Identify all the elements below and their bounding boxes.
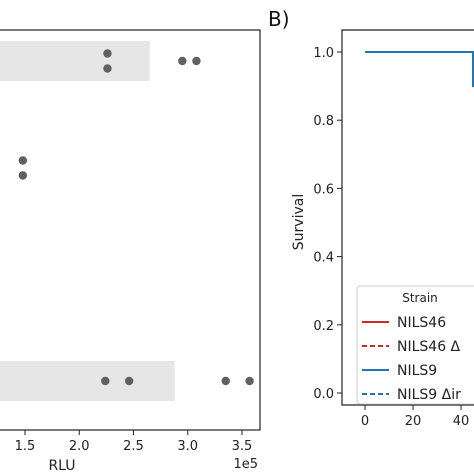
panel-b-y-tick-label: 0.0 [313, 387, 334, 402]
panel-b-x-tick-label: 0 [361, 414, 369, 429]
panel-b-y-tick-label: 0.6 [313, 182, 334, 197]
panel-a-box [0, 361, 175, 401]
panel-a-box [0, 41, 150, 81]
panel-a-x-tick-label: 3.5 [232, 439, 253, 454]
panel-a-point [245, 376, 254, 386]
panel-a-point [178, 56, 187, 66]
panel-a-point [103, 49, 112, 58]
legend-frame [356, 285, 474, 405]
panel-a-point [101, 376, 110, 386]
panel-a-x-ticks: 1.5 2.0 2.5 3.0 3.5 [15, 430, 253, 454]
panel-a-boxes [0, 41, 175, 401]
panel-a: 1.5 2.0 2.5 3.0 3.5 RLU 1e5 [0, 29, 261, 474]
panel-a-point [103, 64, 112, 73]
panel-b-y-tick-label: 0.2 [313, 319, 334, 334]
panel-a-point [221, 376, 230, 386]
panel-b-y-tick-label: 0.8 [313, 114, 334, 129]
panel-b-label: B) [268, 7, 290, 31]
panel-a-x-offset-label: 1e5 [233, 457, 258, 472]
panel-b-lines [365, 51, 474, 88]
panel-a-x-tick-label: 1.5 [15, 439, 36, 454]
legend-entry-label: NILS46 Δ [397, 339, 461, 355]
legend-entry-label: NILS46 [397, 315, 446, 331]
panel-a-x-tick-label: 2.0 [69, 439, 90, 454]
panel-a-x-tick-label: 3.0 [177, 439, 198, 454]
panel-b-legend: Strain NILS46 NILS46 Δ NILS9 NILS9 Δir [356, 285, 474, 405]
legend-title: Strain [402, 291, 438, 305]
panel-b-x-ticks: 0 20 40 [361, 405, 469, 429]
panel-b: B) 0.0 0.2 0.4 0.6 0.8 1.0 0 20 40 Survival Str… [268, 7, 474, 429]
panel-a-point [192, 56, 201, 66]
panel-a-point [18, 171, 28, 180]
panel-b-x-tick-label: 40 [453, 414, 470, 429]
panel-a-point [124, 376, 134, 386]
panel-a-frame [0, 29, 261, 431]
panel-a-x-axis-label: RLU [48, 458, 75, 474]
panel-a-point [18, 156, 28, 165]
panel-b-axes [341, 29, 474, 406]
panel-b-y-tick-label: 0.4 [313, 251, 334, 266]
panel-a-x-tick-label: 2.5 [123, 439, 144, 454]
legend-entry-label: NILS9 [397, 363, 437, 379]
panel-a-points [18, 49, 254, 386]
legend-entry-label: NILS9 Δir [397, 387, 461, 403]
panel-b-y-axis-label: Survival [291, 194, 307, 250]
panel-b-x-tick-label: 20 [405, 414, 422, 429]
panel-b-series-line [365, 51, 474, 88]
panel-b-y-ticks: 0.0 0.2 0.4 0.6 0.8 1.0 [313, 46, 342, 402]
panel-b-y-tick-label: 1.0 [313, 46, 334, 61]
